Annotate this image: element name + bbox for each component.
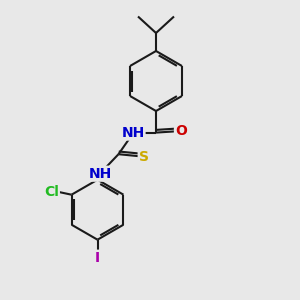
Text: NH: NH — [121, 126, 145, 140]
Text: O: O — [175, 124, 187, 138]
Text: S: S — [139, 150, 149, 164]
Text: NH: NH — [88, 167, 112, 181]
Text: I: I — [95, 251, 100, 265]
Text: Cl: Cl — [44, 185, 59, 199]
